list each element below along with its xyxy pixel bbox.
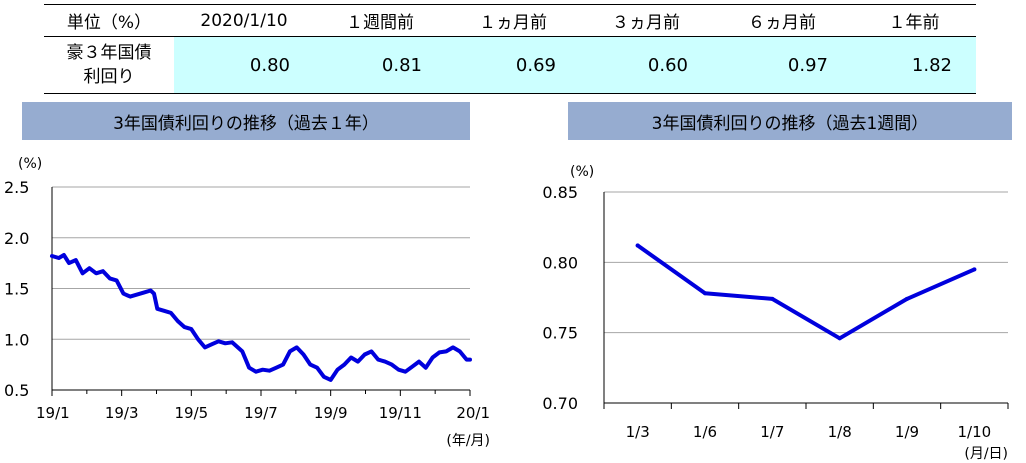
y-tick-label: 0.5 bbox=[4, 381, 29, 400]
chart1-yearly-yield: 0.5 1.0 1.5 2.0 2.5 (%) 19/1 19/3 19/5 19/7 19/9 19… bbox=[4, 156, 490, 449]
x-tick-label: 1/6 bbox=[693, 423, 717, 441]
x-tick-label: 19/11 bbox=[379, 404, 422, 422]
data-point bbox=[837, 336, 842, 341]
x-axis-unit: (年/月) bbox=[446, 433, 490, 449]
header-1month: １ヵ月前 bbox=[446, 4, 580, 37]
series-line-yield-1y bbox=[50, 253, 472, 382]
row-label-line2: 利回り bbox=[83, 67, 135, 87]
y-tick-label: 0.80 bbox=[542, 253, 578, 272]
y-tick-label: 0.75 bbox=[542, 324, 578, 343]
value-1year: 1.82 bbox=[852, 36, 976, 94]
data-point bbox=[635, 243, 640, 248]
y-tick-label: 0.70 bbox=[542, 394, 578, 413]
row-label-line1: 豪３年国債 bbox=[66, 43, 152, 63]
value-1week: 0.81 bbox=[314, 36, 446, 94]
series-line-yield-1w bbox=[635, 243, 977, 341]
x-tick-label: 1/9 bbox=[895, 423, 919, 441]
y-tick-label: 2.5 bbox=[4, 178, 29, 197]
header-unit: 単位（%） bbox=[44, 4, 174, 37]
row-label: 豪３年国債 利回り bbox=[44, 36, 174, 94]
data-point bbox=[703, 291, 707, 296]
y-tick-label: 0.85 bbox=[542, 183, 578, 202]
x-tick-label: 1/7 bbox=[760, 423, 784, 441]
x-tick-label: 1/8 bbox=[828, 423, 852, 441]
value-1month: 0.69 bbox=[446, 36, 580, 94]
header-1week: １週間前 bbox=[314, 4, 446, 37]
y-axis-unit: (%) bbox=[18, 156, 42, 172]
value-3month: 0.60 bbox=[580, 36, 712, 94]
x-axis-unit: (月/日) bbox=[964, 446, 1008, 462]
data-point bbox=[972, 267, 977, 272]
chart2-weekly-yield: 0.70 0.75 0.80 0.85 (%) 1/3 1/6 1/7 1/8 1/9 1/10 (月… bbox=[542, 164, 1009, 462]
y-tick-label: 1.5 bbox=[4, 280, 29, 299]
data-point bbox=[770, 296, 775, 301]
x-tick-label: 19/5 bbox=[174, 404, 208, 422]
x-tick-label: 20/1 bbox=[456, 404, 490, 422]
x-tick-label: 19/3 bbox=[105, 404, 139, 422]
y-tick-label: 2.0 bbox=[4, 229, 29, 248]
x-tick-label: 19/7 bbox=[244, 404, 278, 422]
chart2-title: 3年国債利回りの推移（過去1週間） bbox=[568, 102, 1012, 140]
table-row: 豪３年国債 利回り 0.80 0.81 0.69 0.60 0.97 1.82 bbox=[44, 36, 976, 94]
header-1year: １年前 bbox=[852, 4, 976, 37]
value-current: 0.80 bbox=[174, 36, 314, 94]
table-header-row: 単位（%） 2020/1/10 １週間前 １ヵ月前 ３ヵ月前 ６ヵ月前 １年前 bbox=[44, 4, 976, 37]
yield-summary-table: 単位（%） 2020/1/10 １週間前 １ヵ月前 ３ヵ月前 ６ヵ月前 １年前 … bbox=[44, 4, 976, 94]
chart1-title: 3年国債利回りの推移（過去１年） bbox=[22, 102, 470, 140]
header-6month: ６ヵ月前 bbox=[712, 4, 852, 37]
y-tick-label: 1.0 bbox=[4, 330, 29, 349]
data-point bbox=[905, 296, 909, 301]
x-tick-label: 1/10 bbox=[957, 423, 991, 441]
x-tick-label: 19/1 bbox=[36, 404, 70, 422]
x-tick-label: 19/9 bbox=[314, 404, 348, 422]
value-6month: 0.97 bbox=[712, 36, 852, 94]
y-axis-unit: (%) bbox=[570, 164, 594, 180]
header-date: 2020/1/10 bbox=[174, 4, 314, 37]
header-3month: ３ヵ月前 bbox=[580, 4, 712, 37]
x-tick-label: 1/3 bbox=[626, 423, 650, 441]
